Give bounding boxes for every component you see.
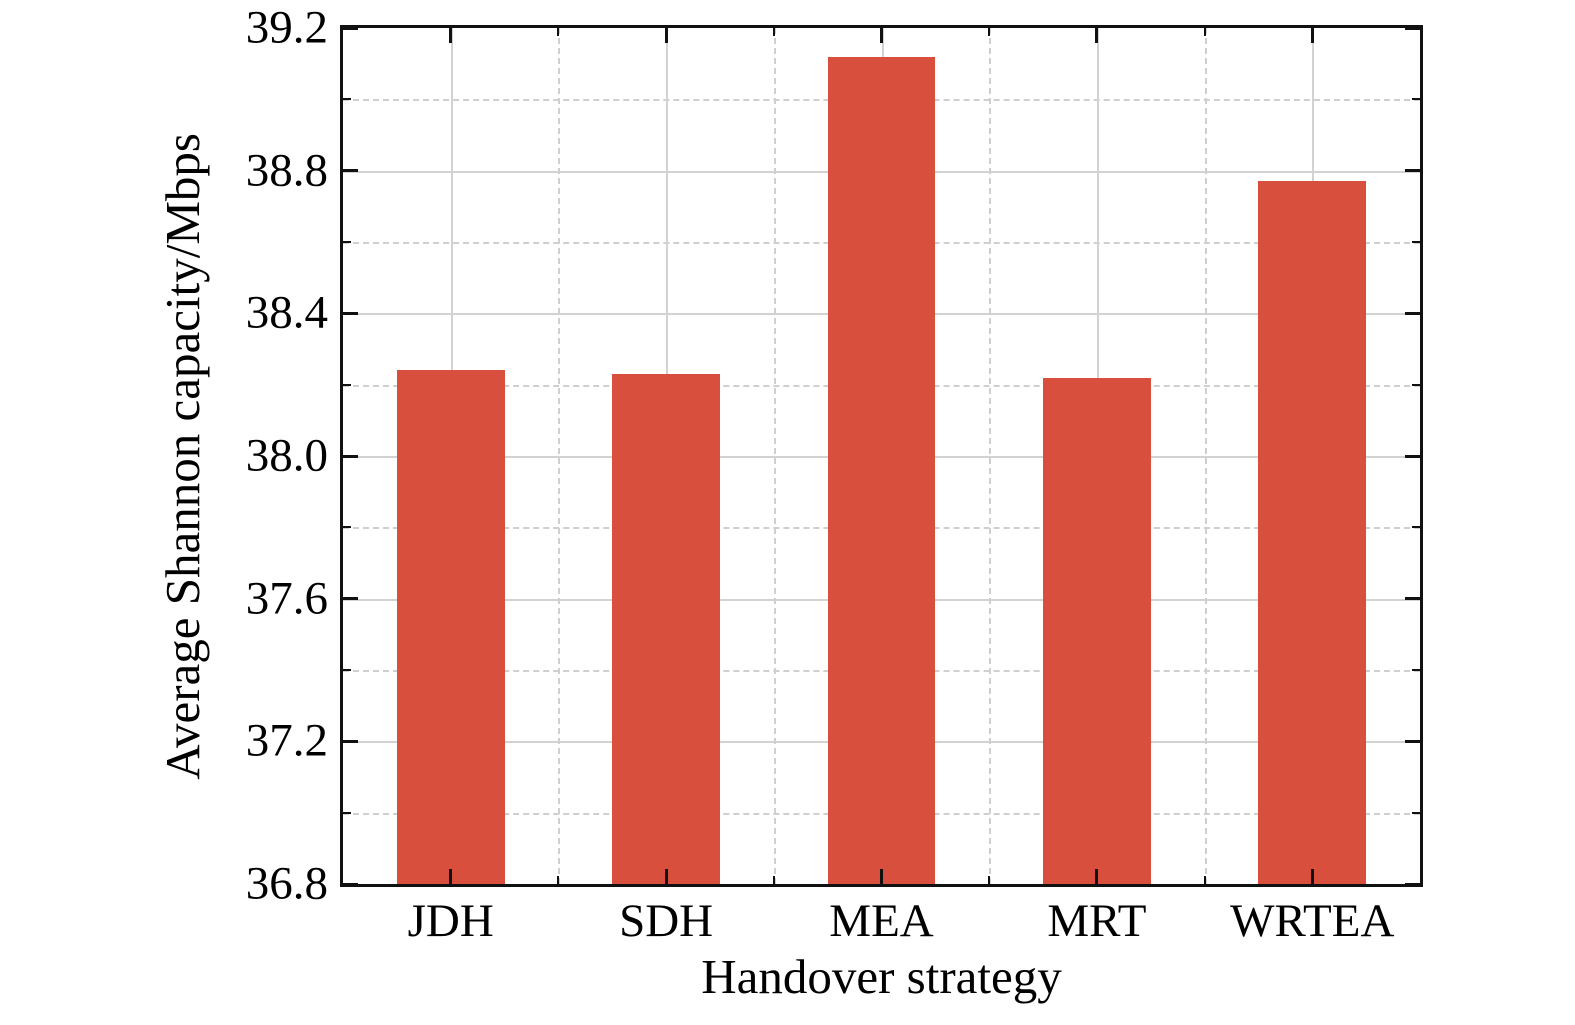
y-major-tick-left <box>343 454 358 458</box>
x-major-tick-top <box>880 28 883 43</box>
y-minor-tick-right <box>1412 526 1420 529</box>
y-tick-label: 37.2 <box>245 714 328 767</box>
y-minor-tick-left <box>343 98 351 101</box>
x-major-tick-bottom <box>449 869 453 884</box>
bar-mea <box>827 56 936 884</box>
x-minor-tick-top <box>1203 28 1206 36</box>
y-major-tick-left <box>343 26 358 30</box>
x-tick-label: MEA <box>829 895 934 947</box>
x-major-tick-top <box>1095 28 1099 43</box>
x-minor-tick-bottom <box>772 876 775 884</box>
y-major-tick-right <box>1405 26 1420 30</box>
gridline-minor-vertical <box>558 28 561 884</box>
x-minor-tick-top <box>772 28 775 36</box>
y-major-tick-left <box>343 311 358 315</box>
x-major-tick-bottom <box>1095 869 1099 884</box>
y-minor-tick-right <box>1412 241 1420 243</box>
y-tick-label: 36.8 <box>245 857 328 910</box>
x-tick-label: WRTEA <box>1230 895 1395 947</box>
y-major-tick-right <box>1405 597 1420 601</box>
y-axis-title: Average Shannon capacity/Mbps <box>150 28 214 884</box>
bar-mrt <box>1043 377 1151 884</box>
y-major-tick-left <box>343 597 358 601</box>
x-minor-tick-bottom <box>988 876 991 884</box>
y-minor-tick-left <box>343 526 351 529</box>
bar-wrtea <box>1258 181 1367 884</box>
x-major-tick-top <box>664 28 668 43</box>
y-axis-title-text: Average Shannon capacity/Mbps <box>154 132 210 780</box>
y-major-tick-right <box>1405 169 1420 173</box>
y-tick-label: 38.4 <box>245 286 328 339</box>
x-minor-tick-bottom <box>557 876 560 884</box>
x-tick-label: MRT <box>1047 895 1147 947</box>
y-major-tick-right <box>1405 882 1420 886</box>
y-minor-tick-right <box>1412 98 1420 101</box>
gridline-minor-vertical <box>1204 28 1207 884</box>
x-tick-label: JDH <box>407 895 494 947</box>
x-major-tick-bottom <box>664 869 668 884</box>
x-minor-tick-bottom <box>1203 876 1206 884</box>
bar-sdh <box>612 373 720 884</box>
plot-area <box>340 25 1423 887</box>
x-major-tick-bottom <box>880 869 883 884</box>
y-major-tick-left <box>343 739 358 743</box>
y-major-tick-right <box>1405 739 1420 743</box>
y-tick-label: 38.0 <box>245 429 328 482</box>
x-minor-tick-top <box>557 28 560 36</box>
y-major-tick-right <box>1405 311 1420 315</box>
y-tick-label: 38.8 <box>245 144 328 197</box>
y-major-tick-right <box>1405 454 1420 458</box>
bar-jdh <box>396 370 505 884</box>
x-axis-title: Handover strategy <box>343 952 1420 1001</box>
y-minor-tick-left <box>343 669 351 671</box>
gridline-minor-vertical <box>773 28 776 884</box>
x-major-tick-top <box>449 28 453 43</box>
y-tick-label: 39.2 <box>245 1 328 54</box>
y-minor-tick-right <box>1412 383 1420 386</box>
gridline-minor-vertical <box>989 28 992 884</box>
y-minor-tick-right <box>1412 669 1420 671</box>
x-major-tick-top <box>1310 28 1314 43</box>
y-tick-label: 37.6 <box>245 572 328 625</box>
x-axis-title-text: Handover strategy <box>701 949 1062 1004</box>
x-axis-tick-labels: JDH SDH MEA MRT WRTEA <box>343 898 1420 958</box>
y-minor-tick-left <box>343 241 351 243</box>
x-minor-tick-top <box>988 28 991 36</box>
y-minor-tick-left <box>343 383 351 386</box>
x-tick-label: SDH <box>619 895 714 947</box>
y-minor-tick-left <box>343 811 351 814</box>
x-major-tick-bottom <box>1310 869 1314 884</box>
y-major-tick-left <box>343 882 358 886</box>
y-major-tick-left <box>343 169 358 173</box>
y-axis-tick-labels: 36.8 37.2 37.6 38.0 38.4 38.8 39.2 <box>0 4 328 907</box>
y-minor-tick-right <box>1412 811 1420 814</box>
